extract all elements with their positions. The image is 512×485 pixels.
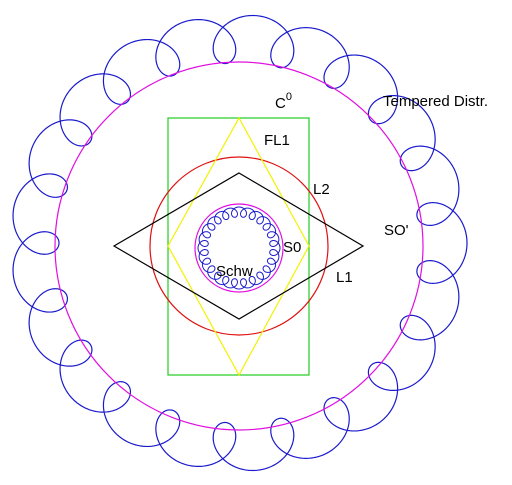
label-s0: S0: [283, 239, 301, 256]
label-fl1: FL1: [264, 132, 290, 149]
label-so-prime: SO': [384, 222, 409, 239]
magenta-inner-circle: [194, 203, 284, 293]
inner-loop-curve: [197, 206, 281, 290]
outer-loop-curve: [12, 14, 468, 472]
label-tempered-distributions: Tempered Distr.: [383, 93, 488, 110]
label-l2: L2: [313, 181, 330, 198]
label-schw: Schw: [216, 263, 253, 280]
magenta-outer-circle: [54, 61, 424, 431]
label-l1: L1: [336, 269, 353, 286]
black-diamond: [112, 172, 365, 320]
red-circle: [149, 156, 329, 336]
label-c0: C0: [275, 91, 292, 112]
yellow-diamond: [167, 116, 310, 377]
